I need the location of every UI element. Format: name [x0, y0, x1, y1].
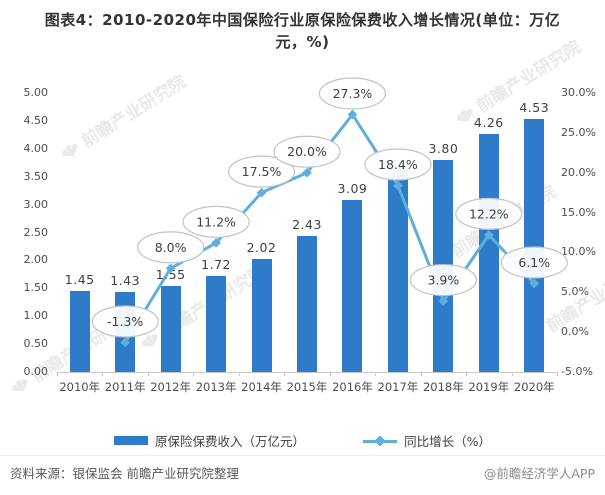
- line-marker-icon: [347, 109, 358, 120]
- legend: 原保险保费收入（万亿元） 同比增长（%）: [0, 431, 605, 450]
- x-axis-tick: [420, 372, 422, 376]
- right-axis-tick-label: 30.0%: [561, 86, 596, 99]
- x-axis-tick-label: 2015年: [286, 380, 328, 394]
- right-axis-tick-label: 15.0%: [561, 205, 596, 219]
- line-marker-icon: [256, 187, 267, 198]
- x-axis-tick: [238, 372, 240, 376]
- bar-value-label: 3.80: [428, 140, 459, 156]
- x-axis-tick: [57, 372, 58, 376]
- growth-callout-label: 17.5%: [242, 164, 282, 179]
- line-marker-icon: [302, 167, 312, 178]
- x-axis-line: [57, 372, 557, 373]
- x-axis-tick: [329, 372, 331, 376]
- legend-label: 原保险保费收入（万亿元）: [155, 434, 306, 449]
- bar-value-label: 2.43: [292, 217, 322, 233]
- bar: [206, 276, 227, 372]
- x-axis-tick-label: 2016年: [332, 380, 373, 394]
- legend-item-growth: 同比增长（%）: [363, 431, 491, 450]
- x-axis-tick: [193, 372, 195, 376]
- x-axis-tick: [147, 372, 149, 376]
- growth-callout-label: 20.0%: [287, 144, 327, 159]
- right-axis-tick-label: 25.0%: [561, 125, 596, 139]
- right-axis-tick-label: 10.0%: [561, 245, 596, 259]
- x-axis-tick: [102, 372, 104, 376]
- growth-callout-label: 8.0%: [155, 240, 187, 255]
- bar-value-label: 3.09: [337, 180, 368, 196]
- bar: [478, 134, 499, 372]
- bar-value-label: 4.53: [519, 100, 550, 116]
- x-axis-tick: [375, 372, 377, 376]
- x-axis-tick-label: 2010年: [59, 380, 101, 394]
- left-axis-tick-label: 0.50: [23, 337, 49, 351]
- growth-callout-label: 27.3%: [333, 86, 373, 101]
- right-axis-tick-label: 5.0%: [561, 285, 589, 299]
- bar-value-label: 4.26: [473, 115, 504, 131]
- x-axis-tick-label: 2018年: [422, 380, 464, 394]
- legend-item-premium: 原保险保费收入（万亿元）: [114, 431, 305, 450]
- watermark: 前瞻产业研究院: [54, 68, 190, 166]
- left-axis-tick-label: 1.00: [23, 309, 49, 323]
- bar-swatch-icon: [114, 436, 149, 445]
- left-axis-tick-label: 3.50: [23, 169, 49, 183]
- left-axis-tick-label: 0.00: [23, 365, 49, 378]
- bar: [160, 285, 181, 372]
- brand-text: @前瞻经济学人APP: [483, 466, 595, 481]
- x-axis-tick: [557, 372, 558, 376]
- bar: [342, 199, 363, 372]
- source-text: 资料来源：银保监会 前瞻产业研究院整理: [10, 466, 239, 481]
- bar-value-label: 2.02: [246, 240, 277, 256]
- footer: 资料来源：银保监会 前瞻产业研究院整理 @前瞻经济学人APP: [0, 455, 605, 482]
- left-axis-tick-label: 5.00: [23, 86, 49, 99]
- bar-value-label: 1.72: [201, 257, 231, 273]
- line-swatch-icon: [363, 434, 398, 447]
- x-axis-tick: [511, 372, 513, 376]
- x-axis-tick-label: 2012年: [150, 380, 192, 394]
- legend-label: 同比增长（%）: [404, 434, 491, 449]
- bar: [69, 291, 90, 372]
- bar: [115, 292, 136, 372]
- bar: [387, 167, 408, 372]
- bar: [297, 236, 317, 372]
- growth-callout-bubble: [227, 155, 296, 188]
- bar: [433, 159, 454, 372]
- growth-callout-bubble: [273, 135, 341, 168]
- growth-callout-bubble: [318, 77, 387, 110]
- left-axis-tick-label: 4.50: [23, 113, 49, 127]
- bar: [524, 119, 545, 372]
- x-axis-tick: [284, 372, 286, 376]
- growth-callout-label: 11.2%: [196, 214, 236, 229]
- right-axis-tick-label: 0.0%: [561, 325, 589, 339]
- left-axis-tick-label: 1.50: [23, 281, 49, 295]
- left-axis-tick-label: 3.00: [23, 197, 49, 211]
- x-axis-tick-label: 2011年: [104, 380, 146, 394]
- left-axis-tick-label: 2.50: [23, 225, 49, 239]
- bar-value-label: 1.45: [64, 272, 95, 288]
- x-axis-tick-label: 2013年: [195, 380, 237, 394]
- chart-title: 图表4：2010-2020年中国保险行业原保险保费收入增长情况(单位：万亿元，%…: [44, 11, 561, 51]
- right-axis-tick-label: -5.0%: [561, 365, 593, 378]
- x-axis-tick-label: 2014年: [241, 380, 282, 394]
- x-axis-tick: [466, 372, 468, 376]
- growth-callout-bubble: [182, 205, 250, 238]
- x-axis-tick-label: 2020年: [513, 380, 555, 394]
- x-axis-tick-label: 2019年: [468, 380, 510, 394]
- left-axis-tick-label: 4.00: [23, 141, 49, 155]
- bar: [251, 259, 272, 372]
- x-axis-tick-label: 2017年: [377, 380, 419, 394]
- right-axis-tick-label: 20.0%: [561, 165, 596, 179]
- left-axis-tick-label: 2.00: [23, 253, 49, 267]
- line-marker-icon: [211, 238, 221, 248]
